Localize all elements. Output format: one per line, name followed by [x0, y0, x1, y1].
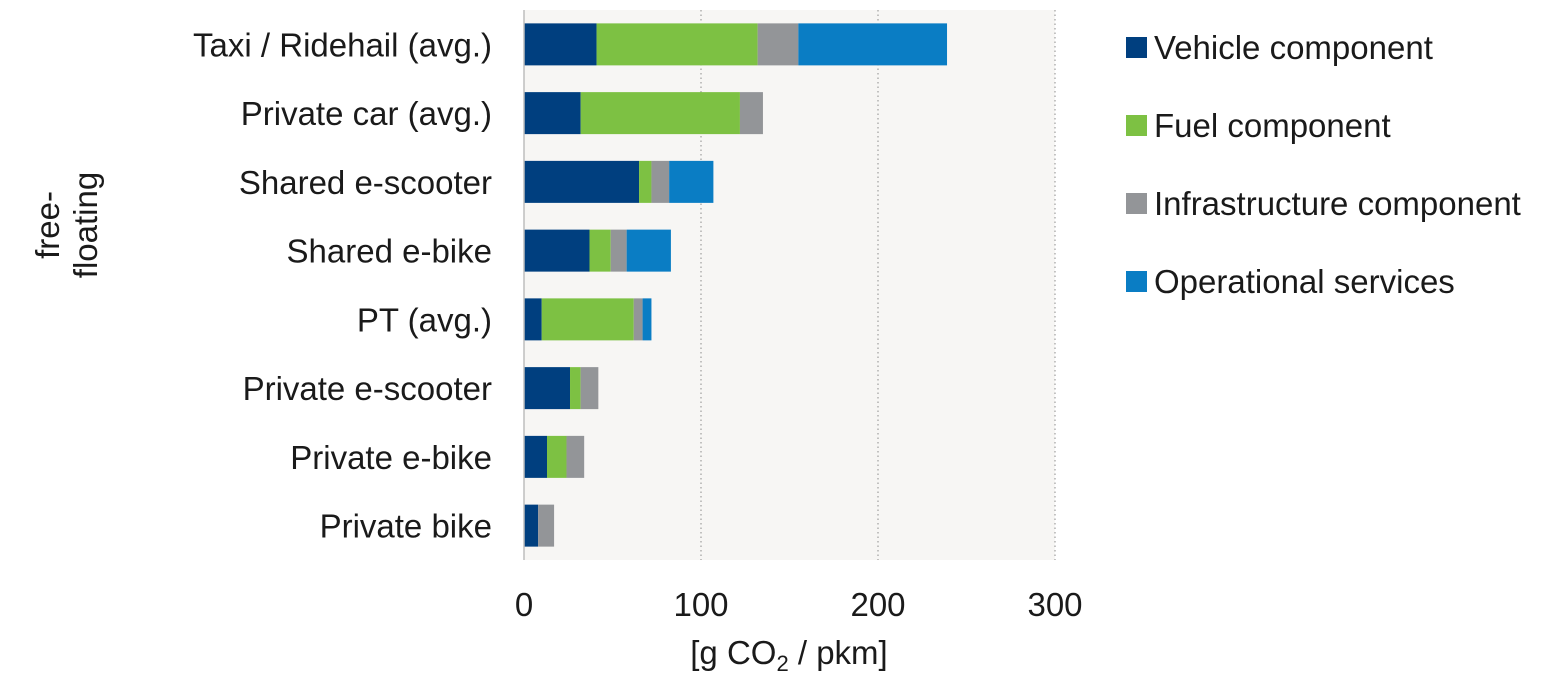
legend-label: Infrastructure component: [1154, 185, 1521, 222]
legend-label: Operational services: [1154, 263, 1455, 300]
x-tick-label: 200: [850, 586, 905, 623]
bars-group: [524, 23, 948, 547]
x-axis-title-subscript: 2: [776, 651, 788, 674]
category-label: Private e-bike: [290, 439, 492, 476]
bar-segment: [610, 229, 627, 272]
category-label: Taxi / Ridehail (avg.): [193, 26, 492, 63]
x-tick-label: 100: [673, 586, 728, 623]
category-label: Private e-scooter: [243, 370, 492, 407]
category-label: Shared e-bike: [287, 233, 492, 270]
legend-label: Vehicle component: [1154, 29, 1433, 66]
bar-segment: [757, 23, 799, 66]
x-axis-title: [g CO2 / pkm]: [690, 634, 887, 674]
bar-segment: [639, 160, 652, 203]
bar-segment: [538, 504, 555, 547]
x-tick-labels: 0 100 200 300: [515, 586, 1083, 623]
bar-segment: [596, 23, 758, 66]
category-label: Private car (avg.): [241, 95, 492, 132]
bar-segment: [651, 160, 670, 203]
x-tick-label: 300: [1027, 586, 1082, 623]
bar-segment: [566, 435, 585, 478]
group-label-line2: floating: [67, 172, 104, 278]
category-labels: Taxi / Ridehail (avg.) Private car (avg.)…: [193, 26, 492, 544]
bar-segment: [739, 92, 763, 135]
bar-segment: [524, 160, 640, 203]
legend-swatch: [1126, 115, 1147, 136]
x-axis-title-tail: / pkm]: [789, 634, 888, 671]
bar-segment: [580, 92, 740, 135]
legend-label: Fuel component: [1154, 107, 1391, 144]
group-label-line1: free-: [29, 191, 66, 259]
bar-segment: [524, 92, 581, 135]
bar-segment: [524, 23, 597, 66]
bar-segment: [669, 160, 714, 203]
bar-segment: [524, 367, 571, 410]
category-label: PT (avg.): [357, 301, 492, 338]
x-tick-label: 0: [515, 586, 533, 623]
legend-swatch: [1126, 193, 1147, 214]
bar-segment: [626, 229, 671, 272]
category-label: Shared e-scooter: [239, 164, 492, 201]
bar-segment: [524, 504, 539, 547]
bar-segment: [580, 367, 599, 410]
bar-segment: [541, 298, 634, 341]
bar-segment: [524, 435, 548, 478]
bar-segment: [589, 229, 611, 272]
bar-segment: [642, 298, 652, 341]
legend-swatch: [1126, 271, 1147, 292]
grid-lines: [700, 10, 1056, 560]
bar-segment: [633, 298, 643, 341]
legend-swatch: [1126, 37, 1147, 58]
bar-segment: [547, 435, 567, 478]
bar-segment: [798, 23, 948, 66]
category-label: Private bike: [320, 508, 492, 545]
group-label: free- floating: [29, 172, 104, 278]
bar-segment: [524, 229, 590, 272]
bar-segment: [570, 367, 581, 410]
bar-segment: [524, 298, 542, 341]
legend: Vehicle component Fuel component Infrastru…: [1126, 29, 1521, 300]
